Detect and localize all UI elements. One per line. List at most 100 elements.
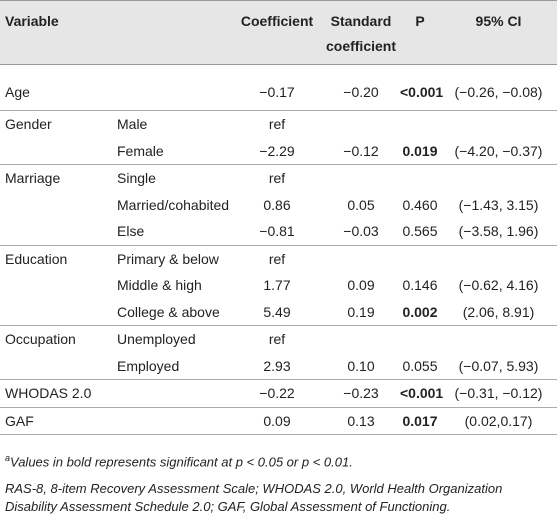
header-cell: Coefficient bbox=[232, 0, 322, 65]
header-cell bbox=[112, 0, 232, 65]
header-row: Variable Coefficient Standard coefficient P… bbox=[0, 0, 557, 65]
table-cell: 0.10 bbox=[322, 352, 400, 380]
table-cell: 0.19 bbox=[322, 298, 400, 326]
table-cell: ref bbox=[268, 170, 286, 187]
table-header: Variable Coefficient Standard coefficient P… bbox=[0, 0, 557, 65]
table-cell: (−4.20, −0.37) bbox=[440, 137, 557, 165]
table-cell: 0.09 bbox=[347, 277, 375, 294]
table-cell: 0.86 bbox=[263, 196, 291, 213]
table-cell: 0.019 bbox=[400, 137, 440, 165]
abbreviations: RAS-8, 8-item Recovery Assessment Scale;… bbox=[5, 481, 503, 515]
table-row: College & above 5.49 0.19 0.002 (2.06, 8.91) bbox=[0, 298, 557, 326]
table-cell: 0.055 bbox=[400, 352, 440, 380]
table-cell: (2.06, 8.91) bbox=[440, 298, 557, 326]
table-cell: Gender bbox=[5, 116, 52, 133]
table-cell: <0.001 bbox=[400, 64, 443, 111]
table-row: Employed 2.93 0.10 0.055 (−0.07, 5.93) bbox=[0, 352, 557, 380]
table-cell bbox=[322, 111, 400, 138]
table-row: Else −0.81 −0.03 0.565 (−3.58, 1.96) bbox=[0, 218, 557, 246]
footnote-marker: a bbox=[5, 453, 11, 463]
table-cell: −0.17 bbox=[232, 64, 322, 111]
table-cell: <0.001 bbox=[400, 379, 443, 408]
table-cell: Middle & high bbox=[117, 277, 202, 294]
table-cell: (−1.43, 3.15) bbox=[458, 196, 539, 213]
table-cell bbox=[112, 379, 232, 408]
table-cell bbox=[322, 245, 400, 272]
table-cell: (−0.07, 5.93) bbox=[440, 352, 557, 380]
table-cell: Unemployed bbox=[117, 331, 196, 348]
table-cell bbox=[112, 64, 232, 111]
table-cell: (0.02,0.17) bbox=[440, 407, 557, 435]
table-cell: 0.002 bbox=[400, 298, 440, 326]
table-cell: GAF bbox=[0, 407, 112, 435]
results-table: Variable Coefficient Standard coefficient P… bbox=[0, 0, 557, 435]
table-cell: Marriage bbox=[5, 170, 61, 187]
table-body: Age −0.17 −0.20 <0.001 (−0.26, −0.08) Gender M… bbox=[0, 64, 557, 435]
table-cell: Female bbox=[112, 137, 232, 165]
table-row: Gender Male ref bbox=[0, 111, 557, 138]
table-cell: Male bbox=[117, 116, 148, 133]
table-cell bbox=[322, 326, 400, 353]
table-cell bbox=[400, 245, 440, 272]
table-cell: 1.77 bbox=[263, 277, 291, 294]
table-cell bbox=[322, 165, 400, 192]
header-cell: 95% CI bbox=[440, 0, 557, 65]
table-cell: −0.22 bbox=[232, 379, 322, 408]
header-cell: Standard coefficient bbox=[322, 0, 400, 65]
table-cell bbox=[400, 165, 440, 192]
footnote-text: Values in bold represents significant at… bbox=[10, 454, 353, 470]
table-row: Occupation Unemployed ref bbox=[0, 326, 557, 353]
table-cell: ref bbox=[268, 331, 286, 348]
table-cell bbox=[440, 326, 557, 353]
table-row: WHODAS 2.0 −0.22 −0.23 <0.001 (−0.31, −0.12) bbox=[0, 379, 557, 408]
footnote: aValues in bold represents significant a… bbox=[0, 449, 557, 471]
table-cell: ref bbox=[268, 250, 286, 267]
table-cell bbox=[0, 137, 112, 165]
table-cell bbox=[0, 218, 112, 246]
table-cell: Single bbox=[117, 170, 156, 187]
table-cell: ref bbox=[268, 116, 286, 133]
table-row: Age −0.17 −0.20 <0.001 (−0.26, −0.08) bbox=[0, 64, 557, 111]
table-row: GAF 0.09 0.13 0.017 (0.02,0.17) bbox=[0, 407, 557, 435]
table-cell: 0.146 bbox=[402, 277, 438, 294]
table-cell: 0.13 bbox=[322, 407, 400, 435]
table-cell: Education bbox=[5, 250, 68, 267]
table-cell: Primary & below bbox=[117, 250, 219, 267]
table-cell: −0.12 bbox=[322, 137, 400, 165]
table-row: Marriage Single ref bbox=[0, 165, 557, 192]
table-cell bbox=[440, 245, 557, 272]
table-cell bbox=[440, 111, 557, 138]
table-cell: −0.23 bbox=[322, 379, 400, 408]
table-cell: −0.81 bbox=[232, 218, 322, 246]
table-cell: Occupation bbox=[5, 331, 76, 348]
table-cell bbox=[0, 352, 112, 380]
table-cell: 2.93 bbox=[232, 352, 322, 380]
table-cell: WHODAS 2.0 bbox=[0, 379, 112, 408]
table-cell bbox=[112, 407, 232, 435]
table-cell: (−0.31, −0.12) bbox=[440, 379, 557, 408]
table-cell: −0.03 bbox=[322, 218, 400, 246]
header-cell: P bbox=[400, 0, 440, 65]
header-cell: Variable bbox=[0, 0, 112, 65]
table-row: Married/cohabited 0.86 0.05 0.460 (−1.43, 3.… bbox=[0, 192, 557, 219]
table-cell: 0.565 bbox=[400, 218, 440, 246]
table-cell bbox=[0, 272, 112, 299]
table-cell: (−3.58, 1.96) bbox=[440, 218, 557, 246]
table-cell: −2.29 bbox=[232, 137, 322, 165]
table-cell: 0.09 bbox=[232, 407, 322, 435]
table-cell: −0.20 bbox=[322, 64, 400, 111]
table-cell bbox=[440, 165, 557, 192]
table-cell: Employed bbox=[112, 352, 232, 380]
table-cell: 5.49 bbox=[232, 298, 322, 326]
table-cell bbox=[0, 298, 112, 326]
table-cell: 0.017 bbox=[400, 407, 440, 435]
table-cell: (−0.62, 4.16) bbox=[458, 277, 539, 294]
table-row: Middle & high 1.77 0.09 0.146 (−0.62, 4.16) bbox=[0, 272, 557, 299]
table-cell bbox=[400, 326, 440, 353]
table-cell: College & above bbox=[112, 298, 232, 326]
table-cell: Married/cohabited bbox=[117, 196, 230, 213]
table-cell: (−0.26, −0.08) bbox=[440, 64, 557, 111]
table-cell: Else bbox=[112, 218, 232, 246]
table-cell bbox=[0, 192, 112, 219]
